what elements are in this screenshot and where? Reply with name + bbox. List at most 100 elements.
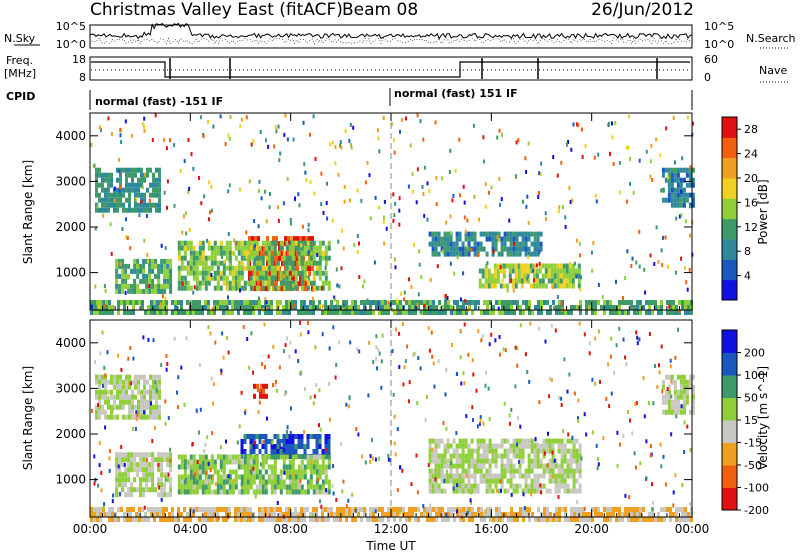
colorbar-tick-label: 200 xyxy=(744,347,765,360)
x-tick-label: 00:00 xyxy=(675,522,710,536)
colorbar-segment xyxy=(722,157,737,179)
noise-tick-top-right: 10^5 xyxy=(704,20,734,33)
data-region xyxy=(95,167,161,213)
power-colorbar: 4 8 12 16 20 24 28 xyxy=(721,116,758,301)
data-region xyxy=(177,240,331,291)
colorbar-tick-label: 4 xyxy=(744,270,751,283)
power-panel: 1000 2000 3000 4000 Slant Range [km] 4 8 12 16… xyxy=(21,112,770,315)
cpid-row: CPID normal (fast) -151 IF normal (fast)… xyxy=(6,87,693,110)
colorbar-tick-label: 50 xyxy=(744,392,758,405)
colorbar-segment xyxy=(722,487,737,511)
data-region xyxy=(428,438,582,494)
y-tick-label: 3000 xyxy=(55,174,86,188)
colorbar-tick-label: 8 xyxy=(744,245,751,258)
colorbar-tick-label: -15 xyxy=(744,437,762,450)
nsearch-label: N.Search xyxy=(746,32,796,45)
velocity-data xyxy=(90,320,695,522)
velocity-panel: 1000 2000 3000 4000 00:00 04:00 08:00 12:00 16:0… xyxy=(21,319,770,553)
x-tick-label: 04:00 xyxy=(173,522,208,536)
colorbar-segment xyxy=(722,375,737,398)
colorbar-tick-label: -100 xyxy=(744,482,769,495)
data-region xyxy=(90,300,693,315)
y-tick-label: 1000 xyxy=(55,473,86,487)
cpid-segment-1: normal (fast) -151 IF xyxy=(95,95,223,108)
x-tick-label: 16:00 xyxy=(474,522,509,536)
power-ylabel: Slant Range [km] xyxy=(21,160,35,264)
beam-label: Beam 08 xyxy=(342,0,418,20)
y-tick-label: 3000 xyxy=(55,381,86,395)
colorbar-segment xyxy=(722,259,737,281)
nave-tick-bottom: 0 xyxy=(704,71,711,84)
x-tick-label: 20:00 xyxy=(574,522,609,536)
nsky-label: N.Sky xyxy=(4,32,36,45)
colorbar-tick-label: -50 xyxy=(744,459,762,472)
cpid-segment-2: normal (fast) 151 IF xyxy=(394,87,518,100)
power-colorbar-label: Power [dB] xyxy=(756,179,770,244)
velocity-colorbar-label: Velocity [m s^-1] xyxy=(756,366,770,470)
freq-traces xyxy=(91,58,690,79)
nave-tick-top: 60 xyxy=(704,53,718,66)
velocity-colorbar: 200 100 50 15 -15 -50 -100 -200 xyxy=(721,329,769,517)
colorbar-segment xyxy=(722,397,737,421)
colorbar-segment xyxy=(722,465,737,488)
colorbar-tick-label: 20 xyxy=(744,172,758,185)
y-tick-label: 4000 xyxy=(55,336,86,350)
nave-label: Nave xyxy=(759,64,787,77)
noise-sky-trace xyxy=(89,22,693,40)
noise-tick-bottom-right: 10^0 xyxy=(704,38,734,51)
colorbar-segment xyxy=(722,279,737,301)
data-region xyxy=(115,452,173,498)
x-tick-label: 00:00 xyxy=(73,522,108,536)
noise-traces xyxy=(89,22,693,45)
noise-search-trace xyxy=(89,37,693,45)
data-region xyxy=(115,258,173,294)
colorbar-segment xyxy=(722,330,737,353)
freq-tick-top: 18 xyxy=(72,53,86,66)
y-tick-label: 1000 xyxy=(55,266,86,280)
colorbar-segment xyxy=(722,198,737,220)
noise-tick-bottom: 10^0 xyxy=(56,38,86,51)
colorbar-tick-label: 15 xyxy=(744,414,758,427)
freq-unit: [MHz] xyxy=(4,67,36,80)
colorbar-tick-label: -200 xyxy=(744,504,769,517)
colorbar-tick-label: 16 xyxy=(744,196,758,209)
colorbar-frame xyxy=(721,116,738,301)
x-tick-label: 08:00 xyxy=(273,522,308,536)
y-tick-label: 2000 xyxy=(55,427,86,441)
colorbar-segment xyxy=(722,117,737,138)
colorbar-segment xyxy=(722,239,737,260)
date-label: 26/Jun/2012 xyxy=(591,0,694,20)
scatter-speckle xyxy=(90,113,694,314)
freq-trace xyxy=(91,61,690,78)
colorbar-segment xyxy=(722,137,737,159)
data-region xyxy=(428,231,543,257)
freq-panel: Freq. [MHz] 18 8 60 0 Nave xyxy=(4,53,788,84)
freq-tick-bottom: 8 xyxy=(79,71,86,84)
time-xlabel: Time UT xyxy=(365,539,416,553)
noise-tick-top: 10^5 xyxy=(56,20,86,33)
figure-title: Christmas Valley East (fitACF) xyxy=(90,0,343,20)
scatter-speckle xyxy=(91,320,693,521)
x-tick-label: 12:00 xyxy=(374,522,409,536)
data-region xyxy=(661,167,695,208)
y-tick-label: 2000 xyxy=(55,220,86,234)
cpid-label: CPID xyxy=(6,90,35,103)
data-region xyxy=(90,507,693,522)
velocity-ylabel: Slant Range [km] xyxy=(21,366,35,470)
colorbar-tick-label: 28 xyxy=(744,123,758,136)
colorbar-tick-label: 100 xyxy=(744,369,765,382)
colorbar-segment xyxy=(722,442,737,466)
power-data xyxy=(90,113,695,315)
colorbar-segment xyxy=(722,178,737,199)
data-region xyxy=(661,374,695,415)
colorbar-tick-label: 24 xyxy=(744,148,758,161)
colorbar-segment xyxy=(722,420,737,443)
colorbar-segment xyxy=(722,218,737,240)
colorbar-tick-label: 12 xyxy=(744,221,758,234)
y-tick-label: 4000 xyxy=(55,129,86,143)
data-region xyxy=(478,263,581,289)
freq-label: Freq. xyxy=(6,54,33,67)
colorbar-segment xyxy=(722,352,737,376)
noise-panel: N.Sky 10^5 10^0 10^5 10^0 N.Search xyxy=(4,20,796,51)
